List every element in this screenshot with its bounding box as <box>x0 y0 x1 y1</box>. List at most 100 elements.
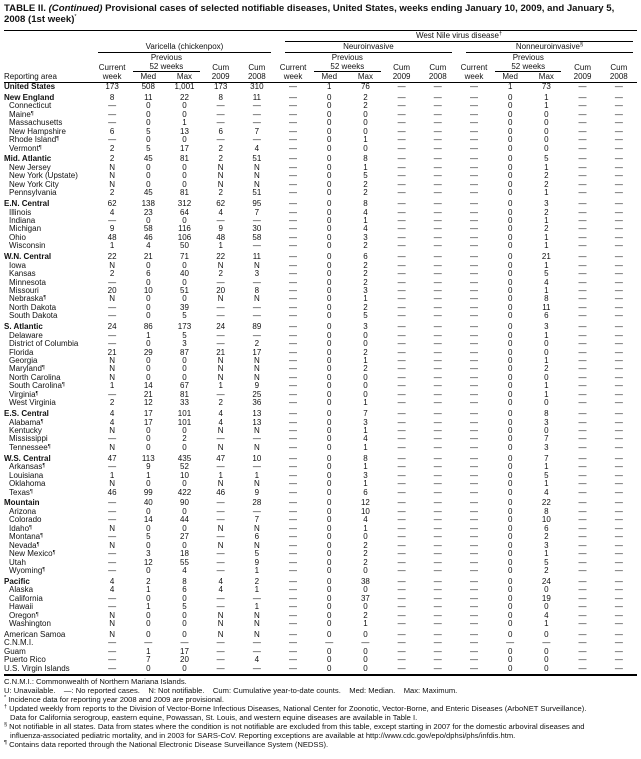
cell-value: 6 <box>182 585 187 595</box>
column-header: Current <box>279 62 307 72</box>
reporting-area: U.S. Virgin Islands <box>4 664 95 677</box>
cell-value: — <box>202 664 239 677</box>
cell-value: 1 <box>254 470 260 480</box>
reporting-area: New York City <box>9 179 59 189</box>
cell-value: 28 <box>252 498 262 508</box>
cell-value: 0 <box>507 207 513 217</box>
cell-value: — <box>289 566 298 576</box>
cell-value: 0 <box>327 398 332 408</box>
cell-value: — <box>289 532 298 542</box>
cell-value: — <box>578 252 587 262</box>
cell-value: — <box>469 101 478 111</box>
cell-value: — <box>108 515 117 525</box>
cell-value: — <box>289 576 298 586</box>
cell-value: 0 <box>327 487 332 497</box>
cell-value: 2 <box>363 302 368 312</box>
cell-value: — <box>289 285 298 295</box>
cell-value: 0 <box>327 540 332 550</box>
table-row: Hawaii — 1 5 — 1 — 0 0 — — — 0 0 — — <box>4 602 637 612</box>
cell-value: — <box>469 162 478 172</box>
cell-value: — <box>469 389 478 399</box>
cell-value: — <box>433 630 442 639</box>
cell-value: — <box>433 566 442 576</box>
cell-value: 2 <box>544 532 549 542</box>
table-row: Louisiana 1 1 10 1 1 — 0 3 — — — 0 5 — — <box>4 470 637 480</box>
cell-value: 1 <box>363 135 368 145</box>
cell-value: — <box>289 135 298 145</box>
table-row: Utah — 12 55 — 9 — 0 2 — — — 0 5 — — <box>4 558 637 567</box>
cell-value: 0 <box>146 356 151 365</box>
reporting-area: S. Atlantic <box>4 322 43 332</box>
cell-value: — <box>578 515 587 525</box>
cell-value: 48 <box>216 232 226 242</box>
cell-value: 173 <box>213 82 228 91</box>
cell-value: N <box>109 610 115 620</box>
column-header: Cum <box>429 62 447 72</box>
cell-value: — <box>397 576 406 586</box>
cell-value: 0 <box>544 646 549 656</box>
cell-value: 3 <box>544 417 549 427</box>
cell-value: 0 <box>347 664 384 677</box>
cell-value: — <box>397 426 406 436</box>
cell-value: — <box>108 462 117 472</box>
cell-value: 30 <box>252 224 262 234</box>
cell-value: 0 <box>327 154 332 164</box>
reporting-area: Wisconsin <box>9 241 46 251</box>
cell-value: — <box>108 109 117 119</box>
cell-value: 0 <box>544 426 549 436</box>
column-header: 52 weeks <box>492 62 564 72</box>
table-row: Mountain — 40 90 — 28 — 0 12 — — — 0 22 — — <box>4 497 637 508</box>
cell-value: 1 <box>363 523 368 533</box>
cell-value: 0 <box>327 532 332 542</box>
table-row: Puerto Rico — 7 20 — 4 — 0 0 — — — 0 0 — — <box>4 655 637 664</box>
column-header: Med <box>492 72 529 83</box>
cell-value: 8 <box>363 199 368 209</box>
cell-value: 81 <box>180 188 189 198</box>
cell-value: N <box>253 294 260 304</box>
cell-value: — <box>289 232 298 242</box>
cell-value: 0 <box>146 302 151 312</box>
cell-value: 0 <box>146 372 151 382</box>
column-header: week <box>274 72 312 83</box>
cell-value: — <box>216 389 225 399</box>
cell-value: 47 <box>107 453 117 463</box>
cell-value: — <box>614 602 623 612</box>
cell-value: — <box>433 311 442 321</box>
cell-value: 0 <box>327 364 332 374</box>
cell-value: 2 <box>544 179 549 189</box>
cell-value: 0 <box>327 372 332 382</box>
cell-value: N <box>253 426 260 436</box>
cell-value: — <box>469 92 478 102</box>
cell-value: — <box>469 330 478 340</box>
cell-value: — <box>397 171 406 181</box>
cell-value: 64 <box>180 207 189 217</box>
cell-value: — <box>289 585 298 595</box>
cell-value: 3 <box>363 285 368 295</box>
cell-value: — <box>433 602 442 612</box>
cell-value: — <box>397 143 406 153</box>
cell-value: — <box>397 523 406 533</box>
cell-value: — <box>433 294 442 304</box>
cell-value: 0 <box>146 135 151 145</box>
table-row: Alaska 4 1 6 4 1 — 0 0 — — — 0 0 — — <box>4 585 637 595</box>
cell-value: 1 <box>146 585 151 595</box>
cell-value: 45 <box>143 154 153 164</box>
cell-value: 0 <box>146 479 151 489</box>
cell-value: 173 <box>105 82 119 91</box>
cell-value: — <box>578 389 587 399</box>
cell-value: 0 <box>507 549 513 559</box>
cell-value: — <box>469 593 478 603</box>
cell-value: 0 <box>327 347 332 357</box>
cell-value: 0 <box>327 619 332 629</box>
cell-value: — <box>614 515 623 525</box>
reporting-area: Minnesota <box>9 277 46 287</box>
cell-value: — <box>469 347 478 357</box>
cell-value: N <box>253 260 260 270</box>
cell-value: — <box>216 277 225 287</box>
cell-value: — <box>216 330 225 340</box>
cell-value: 0 <box>146 311 151 321</box>
cell-value: 0 <box>327 285 332 295</box>
cell-value: — <box>614 470 623 480</box>
cell-value: — <box>433 322 442 332</box>
cell-value: 2 <box>363 260 368 270</box>
